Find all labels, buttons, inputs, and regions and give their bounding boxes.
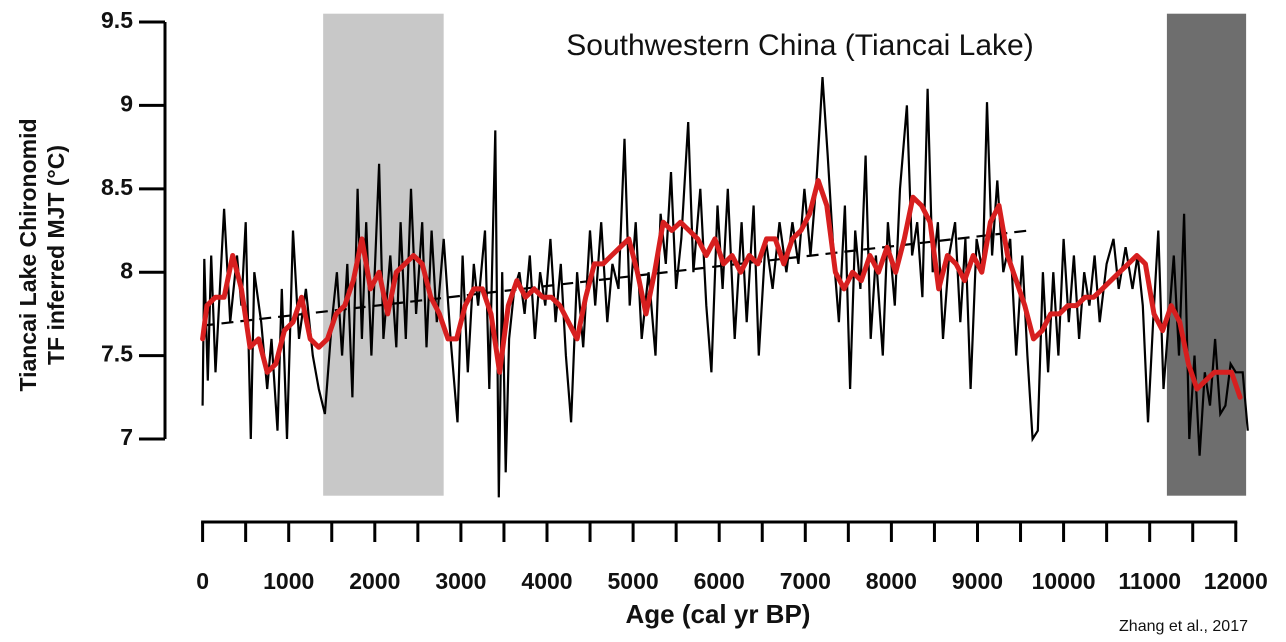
x-tick-label: 7000	[780, 568, 831, 594]
y-tick-label: 8.5	[101, 174, 133, 200]
x-axis-label: Age (cal yr BP)	[626, 599, 811, 629]
data-layer	[200, 77, 1249, 498]
x-tick-label: 10000	[1032, 568, 1096, 594]
x-tick-label: 8000	[866, 568, 917, 594]
y-label-line: Tiancai Lake Chironomid	[15, 118, 41, 391]
x-tick-label: 12000	[1204, 568, 1268, 594]
chart-title: Southwestern China (Tiancai Lake)	[566, 29, 1033, 62]
source-note: Zhang et al., 2017	[1119, 618, 1248, 635]
series-line	[200, 178, 1243, 400]
series-line	[201, 77, 1249, 498]
x-tick-label: 1000	[263, 568, 314, 594]
y-label-line: TF inferred MJT (°C)	[43, 145, 69, 365]
y-tick-label: 9	[120, 91, 133, 117]
x-tick-label: 5000	[608, 568, 659, 594]
y-tick-label: 7.5	[101, 341, 133, 367]
y-axis-label: Tiancai Lake Chironomid TF inferred MJT …	[15, 118, 69, 391]
y-tick-label: 8	[120, 257, 133, 283]
y-tick-label: 9.5	[101, 7, 133, 33]
x-tick-label: 3000	[435, 568, 486, 594]
shaded-interval	[323, 13, 444, 496]
x-tick-label: 9000	[952, 568, 1003, 594]
shaded-interval	[1166, 13, 1247, 496]
y-tick-label: 7	[120, 424, 133, 450]
x-tick-label: 0	[196, 568, 209, 594]
x-tick-label: 4000	[521, 568, 572, 594]
x-tick-label: 2000	[349, 568, 400, 594]
x-tick-label: 6000	[694, 568, 745, 594]
x-tick-label: 11000	[1118, 568, 1181, 594]
